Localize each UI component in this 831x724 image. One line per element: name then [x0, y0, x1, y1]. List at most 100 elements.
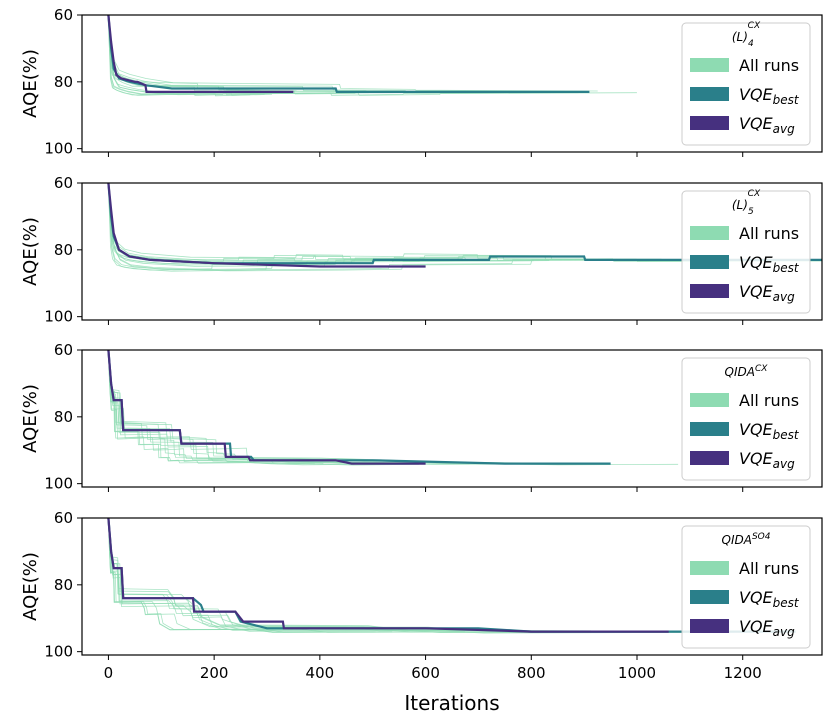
all-runs-line [108, 350, 470, 465]
panel-1: 60 80 100 AQE(%) (L)4CX All runs VQEbest VQEavg [20, 6, 823, 158]
x-tick-label: 1000 [618, 664, 656, 682]
y-tick-label: 80 [54, 241, 73, 259]
legend-vqe-avg-label: VQEavg [739, 282, 795, 304]
y-tick-label: 80 [54, 73, 73, 91]
all-runs-line [108, 518, 742, 632]
all-runs-line [108, 518, 375, 633]
all-runs-line [108, 15, 342, 92]
panel-frame [81, 14, 823, 153]
legend-box [681, 22, 811, 146]
legend-box [681, 357, 811, 481]
legend: QIDACX All runs VQEbest VQEavg [681, 357, 811, 481]
all-runs-line [108, 15, 598, 92]
x-tick-label: 800 [517, 664, 546, 682]
all-runs-line [108, 350, 355, 466]
legend-vqe-best-swatch [690, 590, 729, 604]
y-tick-label: 100 [44, 140, 73, 158]
all-runs-line [108, 15, 520, 92]
y-tick-label: 60 [54, 174, 73, 192]
legend-all-runs-label: All runs [739, 56, 799, 75]
legend-vqe-avg-swatch [690, 451, 729, 465]
legend-vqe-avg-swatch [690, 619, 729, 633]
legend-all-runs-label: All runs [739, 391, 799, 410]
all-runs-line [108, 15, 352, 92]
all-runs-line [108, 183, 700, 263]
legend-box [681, 190, 811, 314]
legend-all-runs-label: All runs [739, 559, 799, 578]
legend-all-runs-label: All runs [739, 224, 799, 243]
all-runs-line [108, 183, 388, 271]
y-tick-label: 100 [44, 475, 73, 493]
all-runs-line [108, 183, 460, 261]
y-tick-label: 100 [44, 643, 73, 661]
chart-panels: 60 80 100 AQE(%) (L)4CX All runs VQEbest VQEavg… [20, 6, 823, 682]
legend-vqe-avg-label: VQEavg [739, 449, 795, 471]
y-tick-label: 100 [44, 308, 73, 326]
all-runs-line [108, 15, 582, 92]
vqe-best-line [107, 15, 590, 93]
all-runs-line [108, 518, 719, 634]
x-axis-label: Iterations [404, 691, 499, 715]
vqe-avg-line [107, 350, 426, 465]
y-axis-label: AQE(%) [20, 552, 41, 621]
all-runs-line [108, 350, 540, 464]
all-runs-line [108, 183, 773, 262]
legend-vqe-best-label: VQEbest [739, 588, 800, 610]
panel-frame [81, 182, 823, 321]
all-runs-line [108, 518, 755, 634]
y-tick-label: 60 [54, 509, 73, 527]
all-runs-line [108, 15, 637, 96]
legend-all-runs-swatch [690, 58, 729, 72]
legend-all-runs-swatch [690, 393, 729, 407]
legend-title: (L)4CX [732, 21, 761, 49]
all-runs-line [108, 350, 512, 464]
all-runs-line [108, 350, 519, 465]
x-tick-label: 200 [200, 664, 229, 682]
legend-vqe-best-label: VQEbest [739, 85, 800, 107]
y-tick-label: 80 [54, 576, 73, 594]
legend-all-runs-swatch [690, 561, 729, 575]
x-tick-label: 1200 [724, 664, 762, 682]
legend: QIDASO4 All runs VQEbest VQEavg [681, 525, 811, 649]
all-runs-line [108, 518, 600, 633]
y-tick-label: 60 [54, 341, 73, 359]
legend-vqe-best-swatch [690, 255, 729, 269]
x-tick-label: 0 [104, 664, 114, 682]
legend-box [681, 525, 811, 649]
all-runs-line [108, 183, 764, 265]
legend: (L)4CX All runs VQEbest VQEavg [681, 21, 811, 146]
all-runs-line [108, 518, 591, 632]
vqe-avg-line [107, 518, 669, 633]
vqe-avg-line [107, 183, 426, 268]
all-runs-line [108, 183, 662, 260]
y-tick-label: 60 [54, 6, 73, 24]
legend-all-runs-swatch [690, 226, 729, 240]
y-axis-label: AQE(%) [20, 384, 41, 453]
all-runs-line [108, 350, 553, 464]
legend-vqe-avg-label: VQEavg [739, 114, 795, 136]
plot-area [107, 350, 679, 466]
legend-title: (L)5CX [732, 189, 761, 217]
panel-frame [81, 517, 823, 656]
all-runs-line [108, 518, 703, 632]
all-runs-line [108, 518, 596, 632]
legend-title: QIDACX [725, 364, 769, 379]
plot-area [107, 183, 822, 272]
all-runs-line [108, 518, 393, 633]
legend-vqe-best-swatch [690, 422, 729, 436]
all-runs-line [108, 183, 472, 264]
panel-frame [81, 349, 823, 488]
panel-2: 60 80 100 AQE(%) (L)5CX All runs VQEbest VQEavg [20, 174, 823, 326]
all-runs-line [108, 518, 376, 633]
legend-vqe-avg-swatch [690, 116, 729, 130]
all-runs-line [108, 350, 679, 466]
y-axis-label: AQE(%) [20, 217, 41, 286]
legend-vqe-avg-swatch [690, 284, 729, 298]
legend-vqe-avg-label: VQEavg [739, 617, 795, 639]
x-tick-label: 400 [306, 664, 335, 682]
all-runs-line [108, 350, 379, 464]
legend-vqe-best-label: VQEbest [739, 253, 800, 275]
legend: (L)5CX All runs VQEbest VQEavg [681, 189, 811, 314]
